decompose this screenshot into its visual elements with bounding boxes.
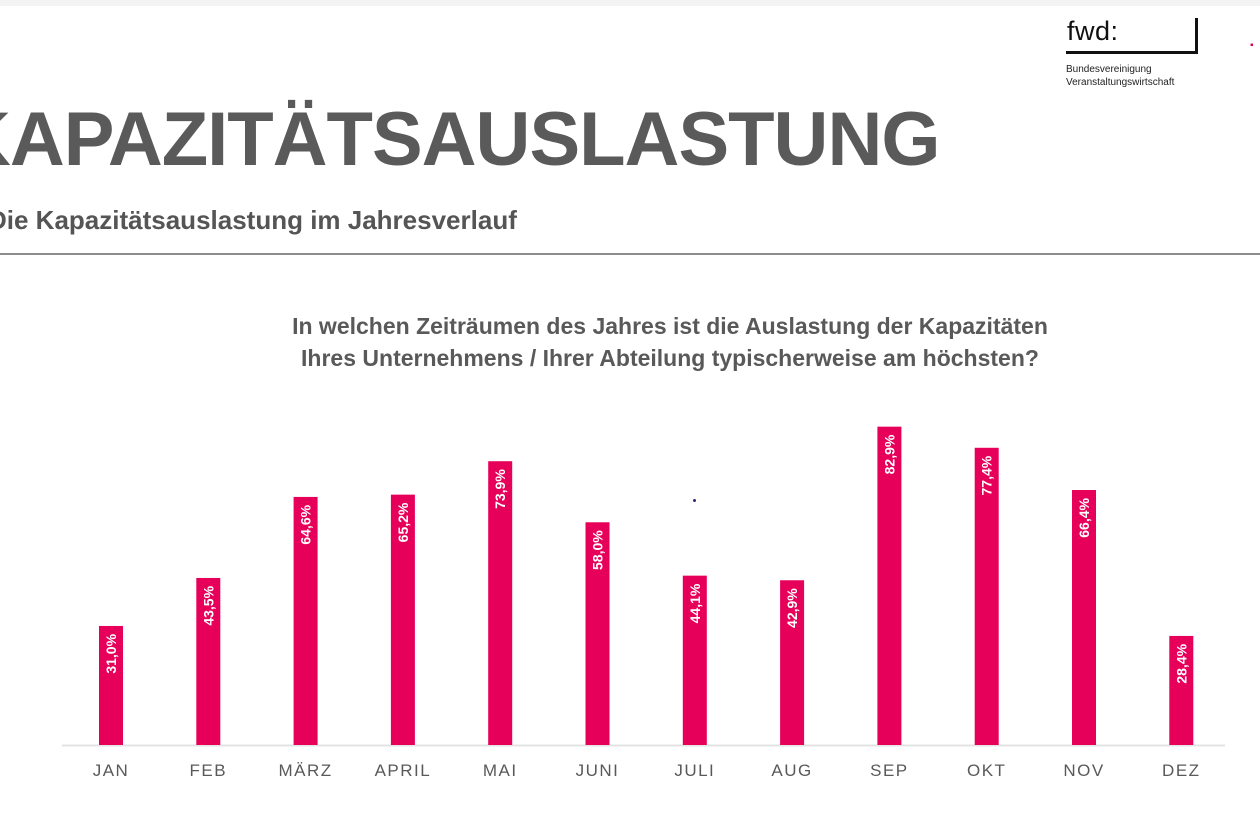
chart-title-line-1: In welchen Zeiträumen des Jahres ist die… — [292, 313, 1048, 339]
bar-jan — [99, 625, 123, 745]
data-label-april: 65,2% — [395, 502, 411, 542]
bar-sep — [877, 426, 902, 745]
x-tick-label-juli: JULI — [674, 761, 715, 780]
data-label-aug: 42,9% — [784, 588, 800, 628]
x-tick-label-juni: JUNI — [576, 761, 620, 780]
bar-chart: 31,0% JAN 43,5% FEB 64,6% MÄRZ 65,2% APRIL 73,9%… — [62, 426, 1225, 780]
x-tick-label-april: APRIL — [375, 761, 432, 780]
data-label-mai: 73,9% — [492, 469, 508, 509]
x-tick-label-aug: AUG — [771, 761, 812, 780]
stray-dot — [693, 499, 696, 502]
data-label-okt: 77,4% — [979, 455, 995, 495]
x-tick-label-nov: NOV — [1063, 761, 1104, 780]
bar-juli — [682, 575, 707, 745]
x-tick-label-sep: SEP — [870, 761, 909, 780]
corner-mark-icon: ▪ — [1250, 40, 1254, 51]
bar-mai — [488, 461, 513, 745]
logo-subline-2: Veranstaltungswirtschaft — [1066, 77, 1175, 88]
x-tick-label-okt: OKT — [967, 761, 1006, 780]
chart-title: In welchen Zeiträumen des Jahres ist die… — [0, 310, 1260, 374]
data-label-feb: 43,5% — [200, 585, 216, 625]
page-title: KAPAZITÄTSAUSLASTUNG — [0, 97, 940, 182]
bar-juni — [585, 522, 610, 745]
bar-nov — [1072, 490, 1096, 745]
x-tick-label-jan: JAN — [93, 761, 130, 780]
bar-okt — [974, 447, 999, 745]
data-label-nov: 66,4% — [1076, 497, 1092, 537]
data-label-juli: 44,1% — [687, 583, 703, 623]
header-divider — [0, 253, 1260, 255]
chart-title-line-2: Ihres Unternehmens / Ihrer Abteilung typ… — [301, 345, 1039, 371]
x-tick-label-märz: MÄRZ — [279, 761, 333, 780]
fwd-logo: fwd: Bundesvereinigung Veranstaltungswir… — [1066, 16, 1206, 96]
bar-april — [390, 494, 415, 745]
x-tick-label-feb: FEB — [190, 761, 228, 780]
logo-subline-1: Bundesvereinigung — [1066, 64, 1152, 75]
bar-feb — [196, 577, 221, 745]
logo-bracket-mark — [1066, 18, 1198, 54]
x-tick-label-mai: MAI — [483, 761, 518, 780]
data-label-dez: 28,4% — [1173, 643, 1189, 683]
bar-märz — [293, 496, 318, 745]
data-label-jan: 31,0% — [103, 633, 119, 673]
data-label-juni: 58,0% — [590, 530, 606, 570]
bar-dez — [1169, 635, 1194, 745]
data-label-märz: 64,6% — [298, 504, 314, 544]
logo-wordmark: fwd: — [1067, 16, 1119, 46]
page-subtitle: Die Kapazitätsauslastung im Jahresverlau… — [0, 205, 517, 235]
x-tick-label-dez: DEZ — [1162, 761, 1201, 780]
top-strip — [0, 0, 1260, 6]
data-label-sep: 82,9% — [881, 434, 897, 474]
bar-aug — [780, 580, 805, 745]
